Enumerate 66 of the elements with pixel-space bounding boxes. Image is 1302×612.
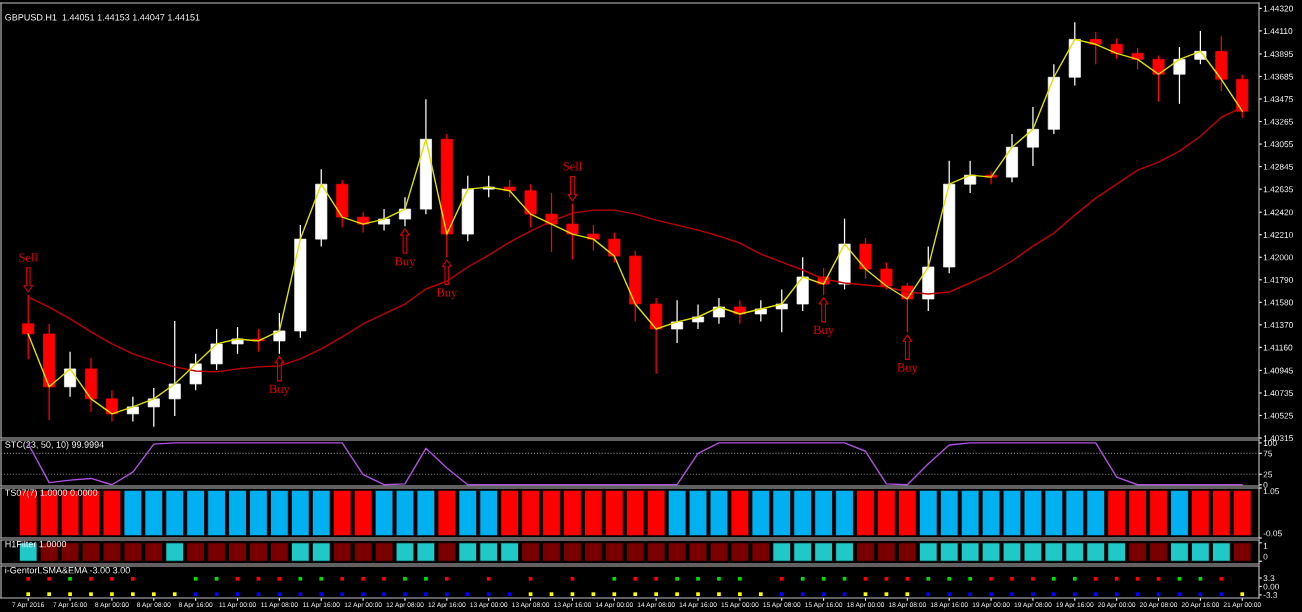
candlestick [587,224,600,252]
y-tick-label: 1.42420 [1263,209,1293,216]
candlestick [964,160,977,194]
annotation: Buy [394,257,416,269]
candlestick [671,299,684,344]
y-tick-label: 1.43685 [1263,73,1293,80]
y-tick-label: 1.42845 [1263,163,1293,170]
annotation: Buy [269,384,290,396]
candlestick [880,261,893,291]
y-tick-label: 1.40735 [1263,390,1293,397]
y-tick-label: 1.41580 [1263,299,1293,306]
candlestick [168,320,181,417]
y-tick-label: -0.05 [1263,530,1282,537]
candlestick [754,299,767,323]
y-tick-label: 1.41160 [1263,344,1293,351]
candlestick [608,231,621,264]
candlestick [1026,106,1039,167]
candlestick [22,294,35,360]
y-tick-label: 25 [1263,471,1273,478]
candlestick [1089,31,1102,65]
y-tick-label: 1.44320 [1263,5,1293,12]
candlestick [378,208,391,232]
y-tick-label: 0.00 [1263,583,1280,590]
y-tick-label: 1.43895 [1263,51,1293,58]
candlestick [692,303,705,330]
y-tick-label: 1 [1263,543,1268,549]
text: GBPUSD.H1 1.44051 1.44153 1.44047 1.44151 [5,14,200,21]
y-tick-label: 0 [1263,553,1268,560]
y-tick-label: 1.41370 [1263,322,1293,328]
candlestick [126,396,139,423]
y-tick-label: 1.40315 [1263,435,1293,442]
y-tick-label: 100 [1263,440,1277,446]
chart-title: H1Filter 1.0000 [5,540,67,548]
y-tick-label: 1.40945 [1263,367,1293,374]
y-tick-label: 1.42635 [1263,186,1293,193]
y-tick-label: 1.42210 [1263,231,1293,238]
y-tick-label: 1.05 [1263,488,1280,495]
y-tick-label: 1.43055 [1263,141,1293,148]
annotation: Buy [897,363,918,375]
candlestick [775,288,788,333]
candlestick [1110,37,1123,60]
y-tick-label: 1.43475 [1263,96,1293,103]
annotation: Buy [813,325,834,337]
candlestick [566,202,579,261]
candlestick [1152,54,1165,103]
y-tick-label: 1.43265 [1263,118,1293,125]
y-tick-label: 3.3 [1263,575,1275,582]
y-tick-label: 0 [1263,481,1268,488]
candlestick [398,196,411,227]
y-tick-label: -3.3 [1263,592,1278,599]
candlestick [1173,46,1186,105]
y-tick-label: 1.42000 [1263,254,1293,261]
annotation: Buy [436,288,458,300]
annotation: Sell [19,252,38,262]
candlestick [210,328,223,371]
y-tick-label: 1.44110 [1263,28,1293,34]
y-tick-label: 1.41790 [1263,276,1293,283]
candlestick [105,389,118,423]
candlestick [147,387,160,428]
y-tick-label: 1.40525 [1263,412,1293,419]
y-tick-label: 75 [1263,450,1273,457]
candlestick [64,351,77,398]
chart-title: i-GentorLSMA&EMA -3.00 3.00 [5,566,130,574]
candlestick [273,312,286,355]
annotation: Sell [563,161,582,171]
candlestick [524,183,537,228]
